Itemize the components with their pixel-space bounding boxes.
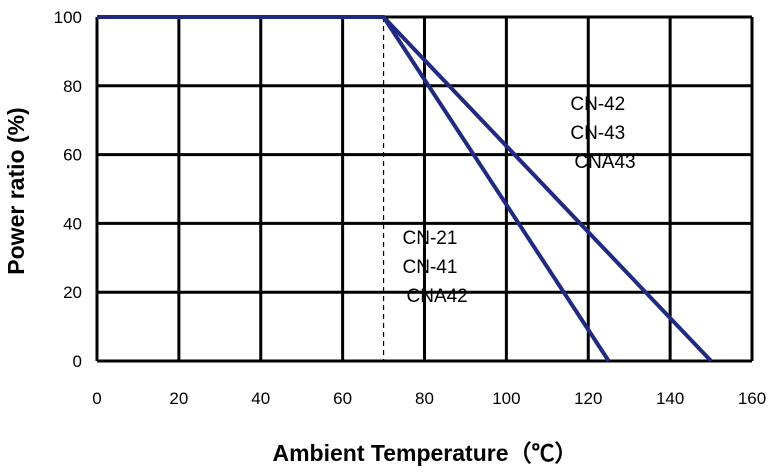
series-layer bbox=[97, 15, 713, 363]
x-tick-labels: 0 20 40 60 80 100 120 140 160 bbox=[92, 389, 766, 408]
x-tick-label: 20 bbox=[169, 389, 188, 408]
annotation-label: CN-43 bbox=[570, 123, 625, 144]
y-tick-label: 20 bbox=[63, 283, 82, 302]
annotation-label: CNA42 bbox=[407, 286, 468, 307]
x-tick-label: 0 bbox=[92, 389, 101, 408]
y-tick-label: 100 bbox=[54, 8, 82, 27]
x-tick-label: 120 bbox=[574, 389, 602, 408]
x-tick-label: 80 bbox=[415, 389, 434, 408]
y-tick-label: 60 bbox=[63, 146, 82, 165]
y-axis-label: Power ratio (%) bbox=[3, 107, 29, 274]
y-tick-label: 0 bbox=[73, 352, 82, 371]
y-tick-labels: 0 20 40 60 80 100 bbox=[54, 8, 82, 371]
x-tick-label: 40 bbox=[251, 389, 270, 408]
x-tick-label: 60 bbox=[333, 389, 352, 408]
annotation-label: CN-41 bbox=[403, 257, 458, 278]
y-tick-label: 80 bbox=[63, 77, 82, 96]
x-tick-label: 140 bbox=[656, 389, 684, 408]
x-tick-label: 100 bbox=[492, 389, 520, 408]
x-axis-label: Ambient Temperature（℃） bbox=[272, 440, 577, 466]
annotations: CN-21 CN-41 CNA42 CN-42 CN-43 CNA43 bbox=[403, 94, 636, 307]
x-tick-label: 160 bbox=[738, 389, 766, 408]
grid bbox=[95, 15, 754, 363]
series-line-2 bbox=[97, 15, 713, 363]
annotation-label: CN-42 bbox=[570, 94, 625, 115]
annotation-label: CN-21 bbox=[403, 228, 458, 249]
series-line-1 bbox=[97, 15, 611, 363]
annotation-label: CNA43 bbox=[574, 152, 635, 173]
y-tick-label: 40 bbox=[63, 214, 82, 233]
